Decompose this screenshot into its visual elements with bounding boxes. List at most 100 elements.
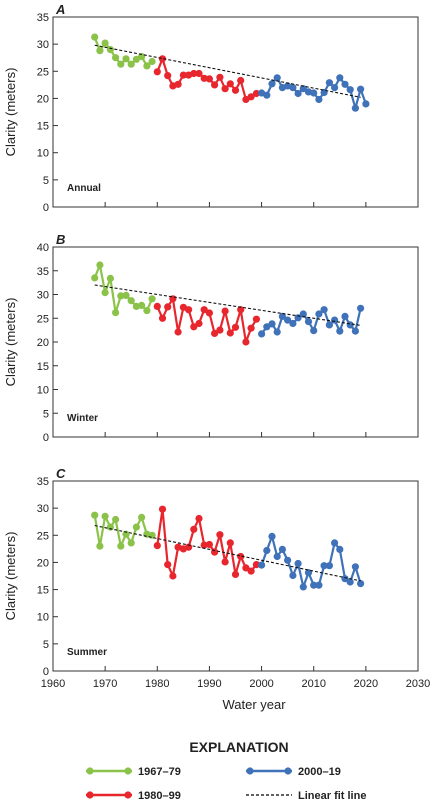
data-point: [106, 46, 114, 54]
data-point: [127, 539, 135, 547]
data-point: [247, 324, 255, 332]
panel-letter: C: [56, 466, 66, 481]
data-point: [91, 33, 99, 41]
y-tick-label: 15: [37, 361, 49, 373]
panel-letter: A: [55, 2, 65, 17]
data-point: [138, 513, 146, 522]
data-point: [237, 552, 245, 561]
legend-item: Linear fit line: [246, 790, 366, 802]
x-tick-label: 1960: [41, 678, 65, 690]
data-point: [299, 583, 307, 591]
data-point: [341, 80, 349, 88]
data-point: [101, 512, 109, 520]
y-tick-label: 30: [37, 503, 49, 515]
x-tick-label: 1990: [197, 678, 221, 690]
x-tick-label: 2030: [406, 678, 430, 690]
data-point: [211, 329, 219, 337]
data-point: [195, 69, 203, 78]
y-tick-label: 30: [37, 290, 49, 302]
y-tick-label: 40: [37, 242, 49, 254]
linear-fit-line: [94, 524, 361, 582]
y-tick-label: 30: [37, 39, 49, 51]
y-tick-label: 0: [43, 202, 49, 214]
legend-title: EXPLANATION: [189, 739, 288, 755]
data-point: [242, 338, 250, 346]
data-point: [278, 545, 286, 554]
data-point: [148, 57, 156, 66]
data-point: [310, 327, 318, 335]
data-point: [346, 321, 354, 329]
data-point: [315, 581, 323, 589]
legend-marker: [86, 791, 94, 799]
y-tick-label: 10: [37, 612, 49, 624]
y-tick-label: 35: [37, 12, 49, 24]
data-point: [195, 319, 203, 328]
data-point: [169, 572, 177, 580]
data-point: [91, 274, 99, 282]
data-point: [221, 307, 229, 315]
data-point: [96, 542, 104, 550]
x-tick-label: 1980: [145, 678, 169, 690]
data-point: [205, 75, 213, 83]
data-point: [331, 539, 339, 547]
data-point: [231, 570, 240, 579]
data-point: [153, 542, 161, 550]
data-point: [294, 89, 302, 98]
data-point: [117, 60, 125, 68]
data-point: [122, 291, 130, 299]
data-point: [320, 306, 328, 314]
y-tick-label: 35: [37, 266, 49, 278]
panel-season-label: Summer: [67, 647, 107, 658]
data-point: [106, 274, 114, 282]
data-point: [200, 74, 208, 82]
data-point: [117, 292, 125, 300]
plot-frame: [52, 246, 419, 438]
data-point: [122, 55, 130, 63]
data-point: [91, 511, 99, 519]
x-tick-label: 1970: [93, 678, 117, 690]
data-point: [247, 567, 255, 575]
data-point: [190, 323, 198, 331]
y-tick-label: 0: [43, 432, 49, 444]
y-tick-label: 15: [37, 585, 49, 597]
x-tick-label: 2000: [249, 678, 273, 690]
data-point: [226, 329, 234, 337]
plot-frame: [52, 16, 419, 208]
legend-label: 2000–19: [298, 766, 341, 778]
y-tick-label: 35: [37, 476, 49, 488]
data-point: [96, 47, 104, 55]
data-point: [273, 328, 281, 336]
y-tick-label: 5: [43, 639, 49, 651]
data-point: [325, 562, 333, 570]
data-point: [164, 303, 172, 311]
data-point: [200, 306, 208, 314]
data-point: [294, 559, 302, 568]
legend-marker: [246, 767, 254, 775]
y-tick-label: 20: [37, 337, 49, 349]
data-point: [211, 548, 219, 556]
legend-marker: [124, 791, 132, 799]
chart-panel-a: 0 5 10 15 20 25 30 35 Clarity (meters) A Annual: [3, 2, 419, 214]
data-point: [143, 307, 151, 315]
data-point: [268, 80, 276, 88]
data-point: [310, 89, 318, 97]
data-point: [315, 310, 323, 318]
y-axis-title: Clarity (meters): [3, 298, 18, 387]
data-point: [289, 84, 297, 92]
legend-label: 1967–79: [138, 766, 181, 778]
panel-season-label: Annual: [67, 183, 101, 194]
data-point: [242, 564, 250, 572]
legend-item: 1967–79: [86, 766, 181, 778]
data-point: [112, 54, 120, 62]
data-point: [252, 561, 260, 569]
legend-marker: [124, 767, 132, 775]
data-point: [221, 558, 229, 566]
chart-panel-c: 0 5 10 15 20 25 30 35 1960 1970 1980 1990 2000 2010 20…: [3, 466, 430, 690]
data-point: [185, 306, 193, 314]
data-point: [336, 74, 344, 82]
data-point: [315, 95, 323, 104]
legend-marker: [284, 767, 292, 775]
panel-season-label: Winter: [67, 413, 98, 424]
y-tick-label: 10: [37, 385, 49, 397]
data-point: [96, 261, 104, 269]
